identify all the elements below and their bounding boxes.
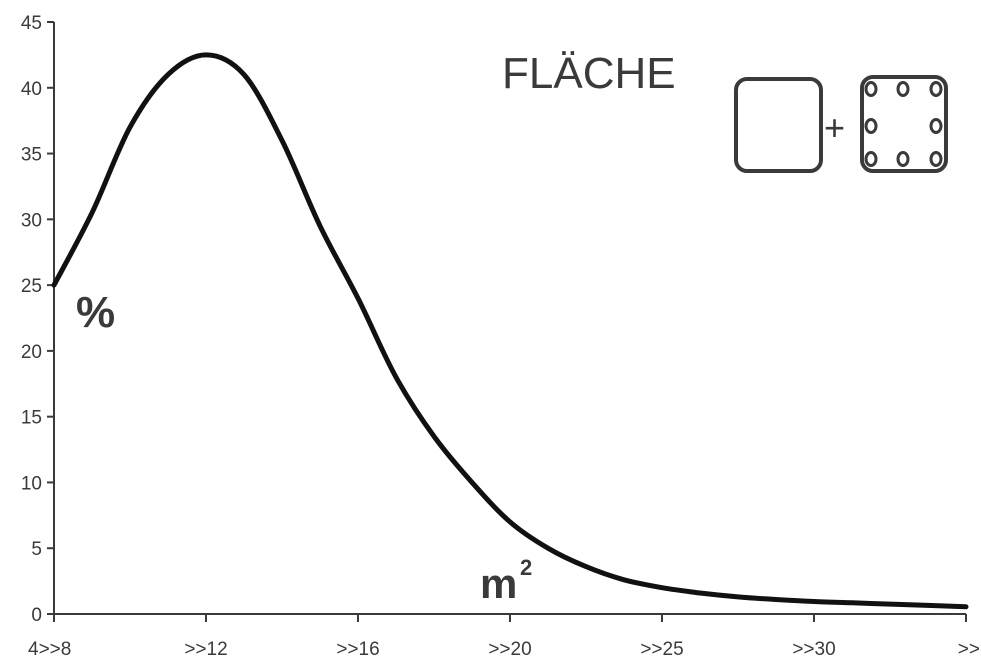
x-tick-label: >> [958, 639, 980, 660]
y-tick-label: 25 [21, 276, 42, 297]
rebar-dots [864, 81, 943, 167]
y-tick-label: 45 [21, 13, 42, 34]
x-axis-unit-superscript: 2 [520, 555, 532, 580]
rebar-dot [929, 151, 943, 167]
rebar-square-icon [860, 75, 948, 173]
plain-square-icon [734, 77, 823, 173]
rebar-dot [864, 81, 878, 97]
y-tick-label: 20 [21, 342, 42, 363]
square-plus-rebar-square-icon: + [734, 75, 948, 173]
y-tick-label: 35 [21, 145, 42, 166]
y-axis-unit-label: % [76, 288, 115, 337]
y-tick-label: 0 [31, 605, 42, 626]
plus-sign: + [824, 107, 845, 148]
x-tick-label: 4>>8 [28, 639, 71, 660]
chart-title: FLÄCHE [502, 49, 676, 98]
rebar-dot [896, 151, 910, 167]
y-tick-label: 15 [21, 408, 42, 429]
x-tick-label: >>20 [488, 639, 531, 660]
rebar-dot [864, 118, 878, 134]
x-tick-label: >>25 [640, 639, 683, 660]
y-tick-label: 40 [21, 79, 42, 100]
y-tick-label: 30 [21, 210, 42, 231]
x-tick-label: >>30 [792, 639, 835, 660]
rebar-dot [929, 118, 943, 134]
rebar-dot [896, 81, 910, 97]
y-tick-label: 5 [31, 539, 42, 560]
rebar-dot [929, 81, 943, 97]
x-tick-label: >>16 [336, 639, 379, 660]
x-axis: 4>>8 >>12 >>16 >>20 >>25 >>30 >> [28, 613, 980, 660]
x-tick-label: >>12 [184, 639, 227, 660]
y-axis: 0 5 10 15 20 25 30 35 40 45 [21, 13, 55, 626]
x-axis-unit-label: m [480, 560, 517, 607]
rebar-dot [864, 151, 878, 167]
y-tick-label: 10 [21, 473, 42, 494]
series-line [51, 52, 969, 610]
